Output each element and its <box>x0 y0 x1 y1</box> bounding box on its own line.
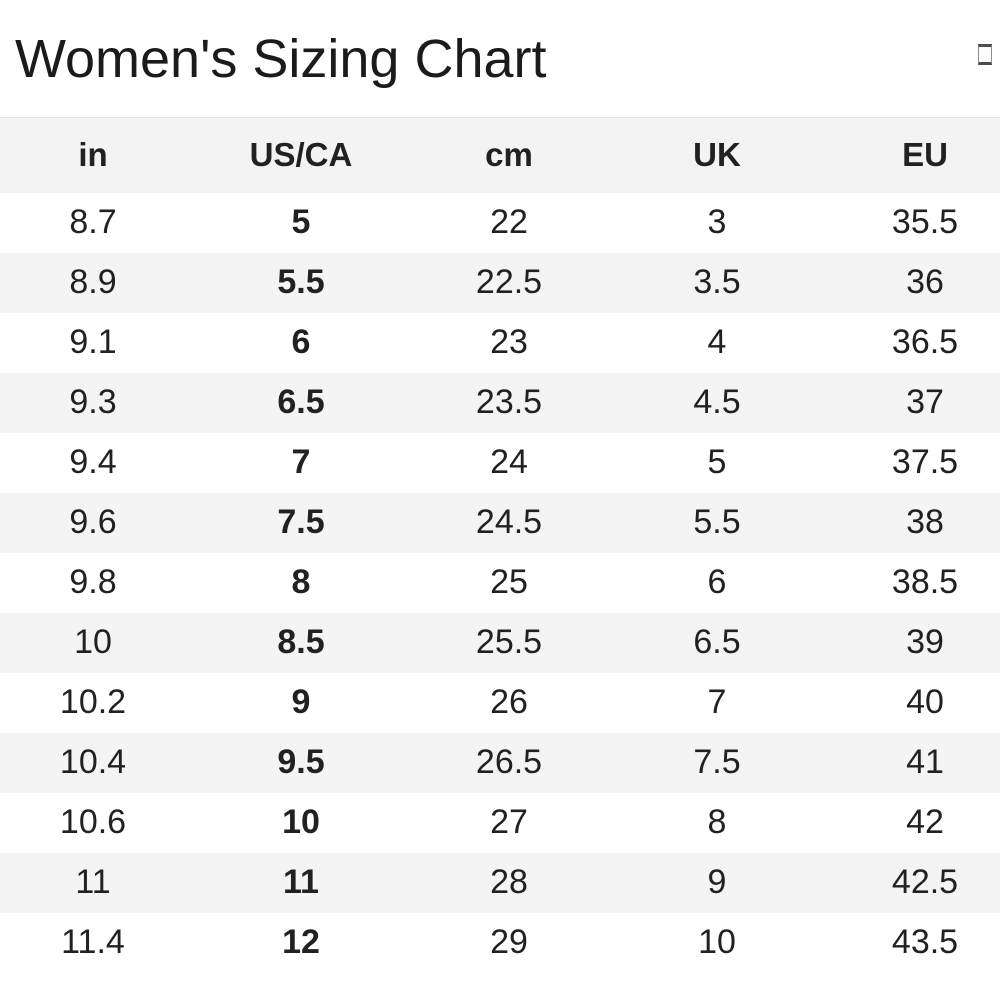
cell-cm: 22 <box>490 203 528 241</box>
table-row: 9.3 6.5 23.5 4.5 37 <box>0 372 1000 433</box>
cell-us-ca: 9.5 <box>277 743 325 781</box>
col-header-eu: EU <box>821 117 1000 193</box>
table-row: 10.4 9.5 26.5 7.5 41 <box>0 732 1000 793</box>
cell-eu: 36 <box>906 263 944 301</box>
cell-us-ca: 12 <box>282 923 320 961</box>
cell-uk: 4 <box>707 323 727 361</box>
sizing-table-wrap: in US/CA cm UK EU 8.7 5 22 3 35.5 8.9 5.5 22.5 3… <box>0 117 1000 973</box>
table-row: 10.6 10 27 8 42 <box>0 792 1000 853</box>
cell-eu: 43.5 <box>891 923 959 961</box>
cell-us-ca: 8 <box>291 563 311 601</box>
cell-in: 9.3 <box>69 383 117 421</box>
page-title: Women's Sizing Chart <box>15 28 547 89</box>
cell-us-ca: 8.5 <box>277 623 325 661</box>
cell-eu: 42.5 <box>891 863 959 901</box>
cell-eu: 40 <box>906 683 944 721</box>
cell-us-ca: 7 <box>291 443 311 481</box>
table-row: 9.6 7.5 24.5 5.5 38 <box>0 492 1000 553</box>
cell-in: 8.7 <box>69 203 117 241</box>
cell-in: 9.8 <box>69 563 117 601</box>
cell-in: 8.9 <box>69 263 117 301</box>
cell-cm: 28 <box>490 863 528 901</box>
cell-cm: 26 <box>490 683 528 721</box>
cell-uk: 9 <box>707 863 727 901</box>
table-row: 8.9 5.5 22.5 3.5 36 <box>0 252 1000 313</box>
cell-eu: 41 <box>906 743 944 781</box>
cell-uk: 6 <box>707 563 727 601</box>
cell-cm: 25.5 <box>475 623 543 661</box>
col-header-us-ca: US/CA <box>197 117 405 193</box>
table-body: 8.7 5 22 3 35.5 8.9 5.5 22.5 3.5 36 9.1 6 23 4 36.5 9.3… <box>0 192 1000 973</box>
cell-in: 10.4 <box>59 743 127 781</box>
col-header-cm: cm <box>405 117 613 193</box>
cell-in: 9.4 <box>69 443 117 481</box>
cell-in: 10 <box>74 623 112 661</box>
table-header-row: in US/CA cm UK EU <box>0 117 1000 193</box>
cell-cm: 23.5 <box>475 383 543 421</box>
sizing-table: in US/CA cm UK EU 8.7 5 22 3 35.5 8.9 5.5 22.5 3… <box>0 117 1000 973</box>
cell-cm: 24.5 <box>475 503 543 541</box>
cell-eu: 37.5 <box>891 443 959 481</box>
cell-uk: 7.5 <box>693 743 741 781</box>
cell-uk: 3 <box>707 203 727 241</box>
cell-uk: 7 <box>707 683 727 721</box>
cell-us-ca: 11 <box>283 863 319 901</box>
table-row: 9.1 6 23 4 36.5 <box>0 312 1000 373</box>
cell-us-ca: 5 <box>291 203 311 241</box>
cell-in: 11 <box>75 863 111 901</box>
cell-cm: 27 <box>490 803 528 841</box>
cell-uk: 4.5 <box>693 383 741 421</box>
cell-eu: 42 <box>906 803 944 841</box>
cell-cm: 22.5 <box>475 263 543 301</box>
cell-eu: 38 <box>906 503 944 541</box>
cell-us-ca: 7.5 <box>277 503 325 541</box>
table-row: 11.4 12 29 10 43.5 <box>0 912 1000 973</box>
cell-in: 10.6 <box>59 803 127 841</box>
table-head: in US/CA cm UK EU <box>0 117 1000 193</box>
cell-in: 9.6 <box>69 503 117 541</box>
cell-cm: 29 <box>490 923 528 961</box>
cell-uk: 3.5 <box>693 263 741 301</box>
cell-cm: 26.5 <box>475 743 543 781</box>
cell-uk: 10 <box>698 923 736 961</box>
cell-in: 11.4 <box>61 923 125 961</box>
table-row: 10.2 9 26 7 40 <box>0 672 1000 733</box>
cell-eu: 39 <box>906 623 944 661</box>
col-header-in: in <box>0 117 197 193</box>
table-row: 9.4 7 24 5 37.5 <box>0 432 1000 493</box>
table-row: 10 8.5 25.5 6.5 39 <box>0 612 1000 673</box>
cell-us-ca: 5.5 <box>277 263 325 301</box>
cell-in: 10.2 <box>59 683 127 721</box>
cell-in: 9.1 <box>69 323 117 361</box>
cell-us-ca: 6.5 <box>277 383 325 421</box>
cell-uk: 5 <box>707 443 727 481</box>
page-header: Women's Sizing Chart <box>0 0 1000 117</box>
cell-cm: 25 <box>490 563 528 601</box>
table-row: 11 11 28 9 42.5 <box>0 852 1000 913</box>
placeholder-box-icon[interactable] <box>978 44 992 65</box>
table-row: 9.8 8 25 6 38.5 <box>0 552 1000 613</box>
cell-uk: 8 <box>707 803 727 841</box>
table-row: 8.7 5 22 3 35.5 <box>0 192 1000 253</box>
cell-us-ca: 6 <box>291 323 311 361</box>
cell-eu: 37 <box>906 383 944 421</box>
cell-uk: 6.5 <box>693 623 741 661</box>
cell-us-ca: 9 <box>291 683 311 721</box>
cell-us-ca: 10 <box>282 803 320 841</box>
cell-eu: 35.5 <box>891 203 959 241</box>
cell-eu: 36.5 <box>891 323 959 361</box>
cell-cm: 23 <box>490 323 528 361</box>
cell-uk: 5.5 <box>693 503 741 541</box>
col-header-uk: UK <box>613 117 821 193</box>
cell-cm: 24 <box>490 443 528 481</box>
cell-eu: 38.5 <box>891 563 959 601</box>
